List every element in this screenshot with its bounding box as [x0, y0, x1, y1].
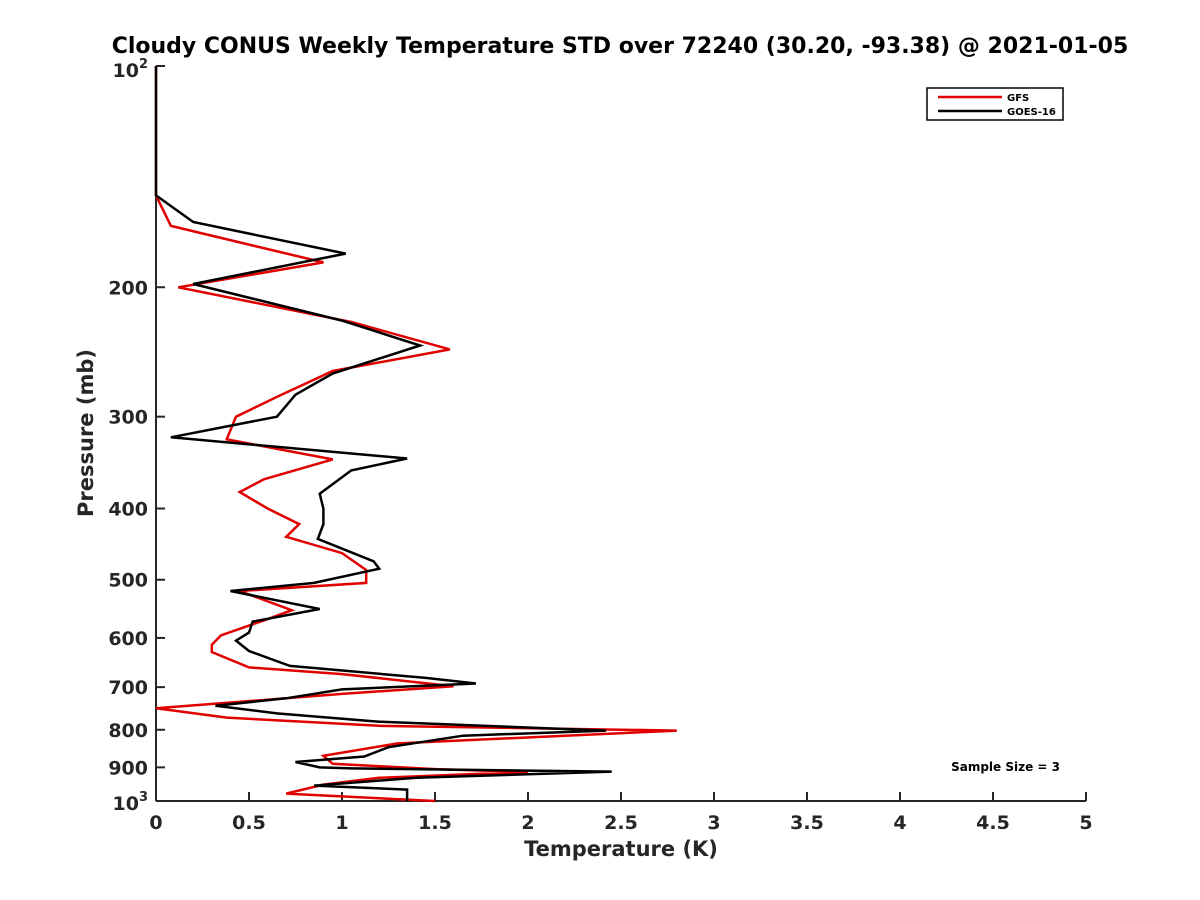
x-tick-label: 1	[335, 812, 348, 834]
x-tick-label: 4	[893, 812, 906, 834]
y-tick-top-base: 10	[113, 60, 139, 82]
series-lines	[154, 66, 677, 803]
y-tick-bottom-base: 10	[113, 793, 139, 815]
y-axis-label: Pressure (mb)	[74, 349, 98, 517]
y-tick-label: 400	[108, 499, 148, 521]
x-tick-label: 4.5	[976, 812, 1010, 834]
x-tick-label: 2	[521, 812, 534, 834]
y-tick-label: 500	[108, 570, 148, 592]
x-tick-label: 3.5	[790, 812, 824, 834]
x-axis-ticks: 0 0.5 1 1.5 2 2.5 3 3.5 4 4.5 5	[149, 792, 1093, 834]
sample-size-annotation: Sample Size = 3	[951, 760, 1060, 774]
x-axis-label: Temperature (K)	[524, 837, 718, 861]
legend: GFS GOES-16	[926, 87, 1064, 121]
y-tick-label: 800	[108, 720, 148, 742]
x-tick-label: 1.5	[418, 812, 452, 834]
x-tick-label: 3	[707, 812, 720, 834]
x-tick-label: 0	[149, 812, 162, 834]
y-tick-label-top: 102	[113, 57, 149, 82]
y-tick-label: 700	[108, 677, 148, 699]
plot-area	[155, 66, 1086, 802]
y-tick-bottom-exp: 3	[139, 790, 148, 805]
series-line-goes16	[154, 66, 612, 801]
series-line-gfs	[154, 66, 677, 803]
x-tick-label: 5	[1079, 812, 1092, 834]
y-tick-top-exp: 2	[139, 57, 148, 72]
y-tick-label-bottom: 103	[113, 790, 149, 815]
y-tick-label: 600	[108, 628, 148, 650]
legend-box	[926, 87, 1064, 121]
x-tick-label: 0.5	[232, 812, 266, 834]
y-axis-ticks: 200 300 400 500 600 700 800 900	[108, 65, 165, 802]
legend-label-gfs: GFS	[1007, 93, 1029, 104]
y-tick-label: 300	[108, 407, 148, 429]
y-tick-label: 200	[108, 277, 148, 299]
legend-label-goes16: GOES-16	[1007, 107, 1056, 118]
x-tick-label: 2.5	[604, 812, 638, 834]
y-tick-label: 900	[108, 757, 148, 779]
chart-title: Cloudy CONUS Weekly Temperature STD over…	[112, 34, 1129, 59]
